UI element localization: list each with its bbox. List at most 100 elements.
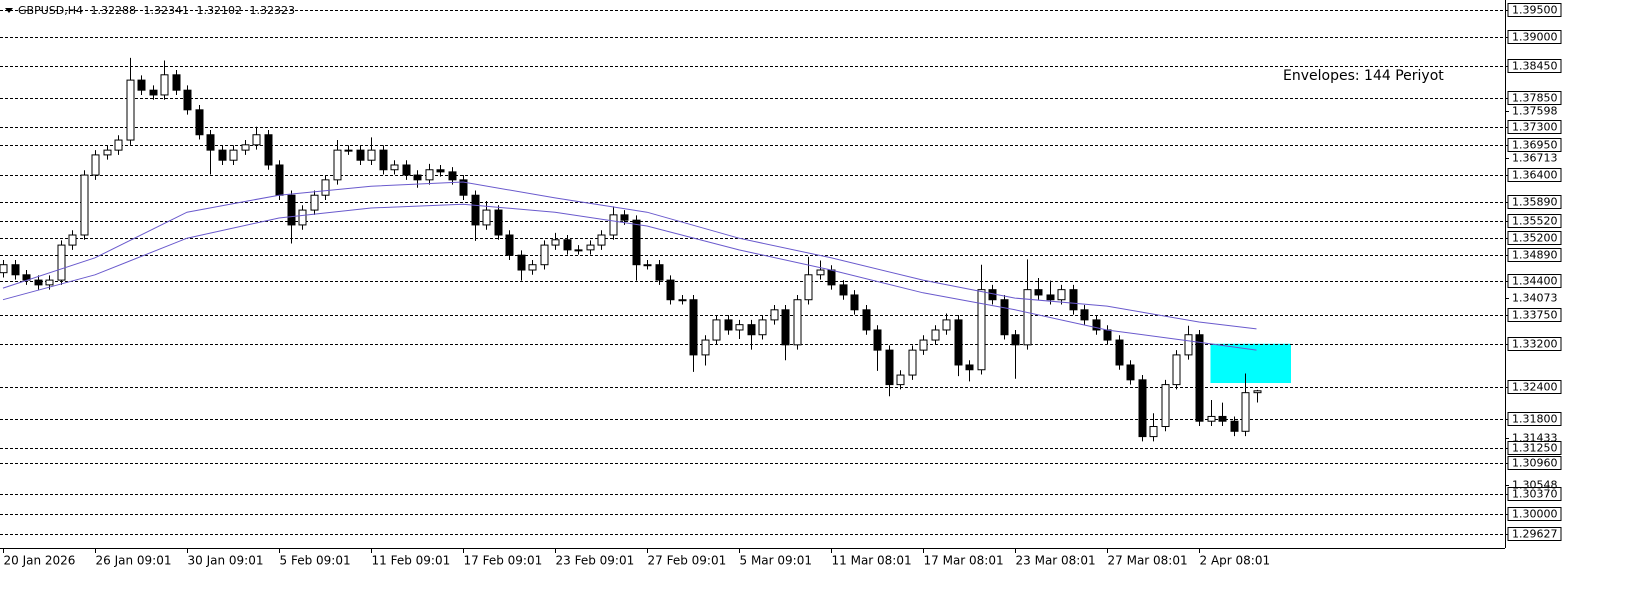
level-label-box [1507, 120, 1562, 134]
candle-body [1195, 334, 1204, 422]
level-label: 1.37300 [1512, 121, 1558, 134]
level-label: 1.31250 [1512, 442, 1558, 455]
level-label: 1.34400 [1512, 275, 1558, 288]
x-tick-label: 20 Jan 2026 [4, 554, 76, 568]
candle-body [68, 234, 77, 246]
candle-body [1069, 289, 1078, 311]
candle-body [1149, 426, 1158, 438]
candle-body [609, 214, 618, 236]
candle-body [689, 299, 698, 356]
x-tick-label: 17 Feb 09:01 [464, 554, 543, 568]
candle-body [0, 264, 8, 274]
level-label-box [1507, 195, 1562, 209]
candle-body [1046, 294, 1055, 301]
x-tick-label: 2 Apr 08:01 [1200, 554, 1271, 568]
candles [0, 57, 1262, 442]
candle-body [678, 299, 687, 302]
level-label: 1.39500 [1512, 4, 1558, 17]
level-label: 1.30000 [1512, 508, 1558, 521]
candle-body [862, 309, 871, 331]
level-label: 1.33750 [1512, 309, 1558, 322]
x-tick-label: 26 Jan 09:01 [96, 554, 172, 568]
candle-body [1103, 329, 1112, 341]
level-label-box [1507, 214, 1562, 228]
indicator-label: Envelopes: 144 Periyot [1283, 68, 1444, 84]
candle-body [908, 349, 917, 376]
last-close: 1.32323 [249, 4, 295, 17]
candle-body [229, 149, 238, 161]
x-tick-label: 27 Mar 08:01 [1108, 554, 1188, 568]
candle-body [1034, 289, 1043, 296]
candle-body [298, 209, 307, 226]
candle-body [310, 194, 319, 211]
x-tick-label: 11 Feb 09:01 [372, 554, 451, 568]
header: GBPUSD,H4 1.32288 1.32341 1.32102 1.3232… [18, 4, 295, 17]
candle-body [1138, 379, 1147, 438]
candle-body [103, 149, 112, 156]
candle-body [195, 109, 204, 136]
candle-body [1115, 339, 1124, 366]
symbol: GBPUSD,H4 [18, 4, 83, 17]
candle-body [402, 164, 411, 176]
envelope-upper [2, 181, 1257, 330]
candle-body [551, 239, 560, 246]
candle-body [505, 234, 514, 256]
candle-body [747, 324, 756, 336]
candle-body [781, 309, 790, 346]
candle-body [1092, 319, 1101, 331]
axes: 1.39500 1.39000 1.38450 1.37850 1.37300 1.369… [3, 3, 1562, 568]
level-label: 1.30960 [1512, 457, 1558, 470]
candle-body [137, 79, 146, 91]
level-label: 1.30370 [1512, 488, 1558, 501]
candle-body [655, 264, 664, 281]
candle-body [816, 269, 825, 276]
level-label: 1.36400 [1512, 169, 1558, 182]
envelope-lower [2, 203, 1257, 351]
candle-body [471, 194, 480, 226]
x-tick-label: 11 Mar 08:01 [832, 554, 912, 568]
candle-body [1011, 334, 1020, 346]
candle-body [57, 244, 66, 281]
candle-body [494, 209, 503, 236]
candle-body [80, 174, 89, 236]
level-label-box [1507, 412, 1562, 426]
candle-body [586, 244, 595, 251]
candle-body [34, 279, 43, 286]
candle-body [1253, 390, 1262, 394]
candle-body [528, 264, 537, 271]
zone [1210, 343, 1291, 384]
candle-body [1230, 420, 1239, 432]
candle-body [735, 324, 744, 331]
candle-body [632, 219, 641, 266]
candle-body [724, 319, 733, 331]
candle-body [1057, 289, 1066, 301]
level-label-box [1507, 168, 1562, 182]
level-label-box [1507, 527, 1562, 541]
level-label-box [1507, 487, 1562, 501]
last-high: 1.32341 [143, 4, 189, 17]
level-label-box [1507, 380, 1562, 394]
candle-body [712, 319, 721, 341]
level-label-box [1507, 231, 1562, 245]
candle-body [574, 249, 583, 252]
candle-body [448, 171, 457, 181]
candle-body [850, 294, 859, 311]
candle-body [344, 149, 353, 152]
candle-body [942, 319, 951, 331]
candle-body [540, 244, 549, 266]
level-label-box [1507, 337, 1562, 351]
symbol-arrow [5, 8, 13, 13]
level-label: 1.36950 [1512, 139, 1558, 152]
candle-body [1080, 309, 1089, 321]
level-label: 1.32400 [1512, 381, 1558, 394]
candle-body [620, 214, 629, 221]
level-label-box [1507, 248, 1562, 262]
candle-body [839, 284, 848, 296]
candle-body [264, 134, 273, 166]
candle-body [206, 134, 215, 151]
x-tick-label: 23 Feb 09:01 [556, 554, 635, 568]
candle-body [1218, 415, 1227, 422]
candle-body [425, 169, 434, 181]
candle-body [965, 364, 974, 371]
